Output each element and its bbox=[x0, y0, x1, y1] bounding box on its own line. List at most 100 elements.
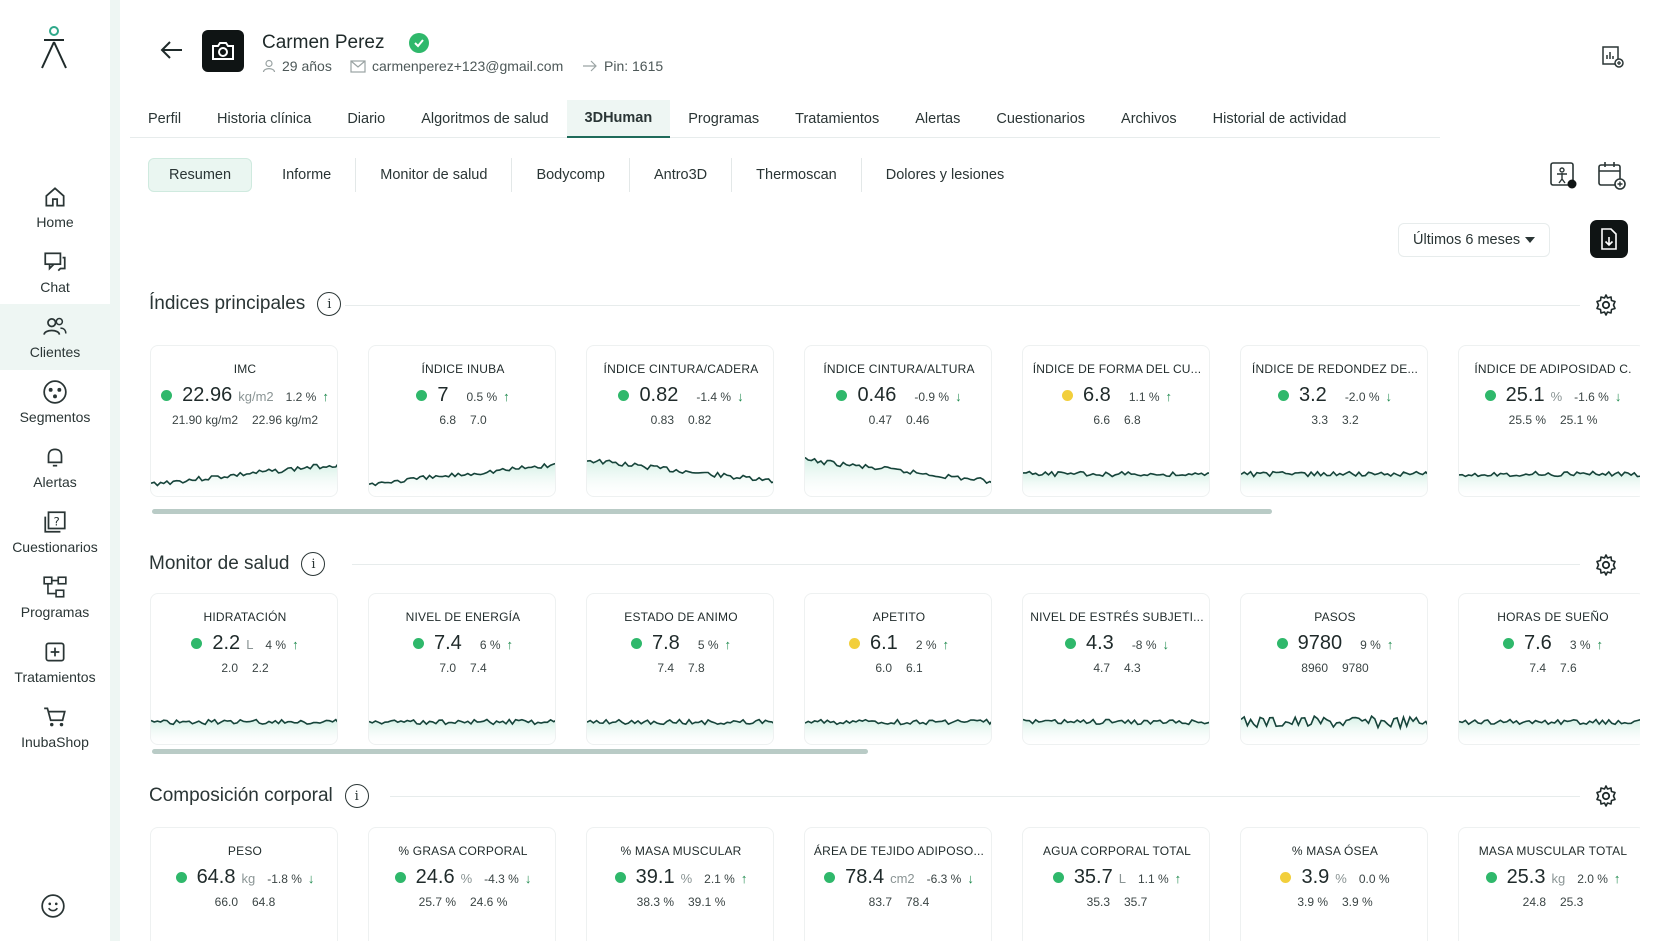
metric-compare: 0.83 0.82 bbox=[587, 413, 773, 427]
date-range-select[interactable]: Últimos 6 meses bbox=[1398, 223, 1550, 257]
metric-card[interactable]: ÍNDICE CINTURA/CADERA 0.82 -1.4 % ↓ 0.83 0.82 bbox=[586, 345, 774, 497]
sidebar-item-tratamientos[interactable]: Tratamientos bbox=[0, 629, 110, 695]
metric-card[interactable]: NIVEL DE ESTRÉS SUBJETI... 4.3 -8 % ↓ 4.7 4.3 bbox=[1022, 593, 1210, 745]
body-scan-icon[interactable] bbox=[1548, 160, 1578, 190]
metric-previous: 6.0 bbox=[875, 661, 892, 675]
settings-gear-icon[interactable] bbox=[1594, 784, 1618, 808]
metric-previous: 0.83 bbox=[650, 413, 674, 427]
horizontal-scrollbar[interactable] bbox=[152, 749, 868, 754]
metric-change: 3 % bbox=[1569, 638, 1591, 652]
metric-previous: 21.90 kg/m2 bbox=[171, 413, 238, 427]
metric-previous: 3.9 % bbox=[1297, 895, 1328, 909]
subtab-antro3d[interactable]: Antro3D bbox=[630, 158, 733, 192]
tab-tratamientos[interactable]: Tratamientos bbox=[795, 111, 880, 127]
section-divider bbox=[345, 305, 1580, 306]
metric-card[interactable]: % MASA MUSCULAR 39.1% 2.1 % ↑ 38.3 % 39.1 % bbox=[586, 827, 774, 941]
metric-card[interactable]: ÍNDICE INUBA 7 0.5 % ↑ 6.8 7.0 bbox=[368, 345, 556, 497]
sidebar-item-inubashop[interactable]: InubaShop bbox=[0, 694, 110, 760]
metric-previous: 25.7 % bbox=[418, 895, 456, 909]
subtab-informe[interactable]: Informe bbox=[258, 158, 357, 192]
info-icon[interactable]: i bbox=[301, 552, 326, 576]
arrow-down-icon: ↓ bbox=[955, 389, 962, 404]
sidebar-item-segmentos[interactable]: Segmentos bbox=[0, 369, 110, 435]
arrow-up-icon: ↑ bbox=[503, 389, 510, 404]
settings-gear-icon[interactable] bbox=[1594, 553, 1618, 577]
sparkline-chart bbox=[369, 928, 556, 941]
metric-compare: 6.8 7.0 bbox=[369, 413, 555, 427]
tab-algoritmos-de-salud[interactable]: Algoritmos de salud bbox=[421, 111, 549, 127]
arrow-up-icon: ↑ bbox=[292, 637, 299, 652]
metric-card[interactable]: % GRASA CORPORAL 24.6% -4.3 % ↓ 25.7 % 24.6 % bbox=[368, 827, 556, 941]
metric-main: 6.1 2 % ↑ bbox=[805, 632, 991, 655]
settings-gear-icon[interactable] bbox=[1594, 293, 1618, 317]
metric-previous: 83.7 bbox=[868, 895, 892, 909]
arrow-down-icon: ↓ bbox=[737, 389, 744, 404]
metric-title: % MASA MUSCULAR bbox=[620, 844, 742, 858]
metric-card[interactable]: IMC 22.96 kg/m2 1.2 % ↑ 21.90 kg/m2 22.96 kg/m… bbox=[150, 345, 338, 497]
info-icon[interactable]: i bbox=[344, 784, 369, 808]
subtab-dolores-y-lesiones[interactable]: Dolores y lesiones bbox=[885, 167, 1005, 183]
metric-card[interactable]: AGUA CORPORAL TOTAL 35.7 L 1.1 % ↑ 35.3 35.7 bbox=[1022, 827, 1210, 941]
metric-card[interactable]: % MASA ÓSEA 3.9% 0.0 % 3.9 % 3.9 % bbox=[1240, 827, 1428, 941]
sparkline-area bbox=[151, 464, 337, 496]
metric-previous: 25.5 % bbox=[1508, 413, 1546, 427]
tab-historial-de-actividad[interactable]: Historial de actividad bbox=[1212, 111, 1347, 127]
tab-programas[interactable]: Programas bbox=[688, 111, 760, 127]
metric-card[interactable]: APETITO 6.1 2 % ↑ 6.0 6.1 bbox=[804, 593, 992, 745]
sidebar-item-home[interactable]: Home bbox=[0, 174, 110, 240]
metric-card[interactable]: ÍNDICE DE ADIPOSIDAD C. 25.1% -1.6 % ↓ 25.5 … bbox=[1458, 345, 1640, 497]
metric-card[interactable]: ÍNDICE CINTURA/ALTURA 0.46 -0.9 % ↓ 0.47 0.46 bbox=[804, 345, 992, 497]
metric-change: -8 % bbox=[1131, 638, 1157, 652]
avatar[interactable] bbox=[202, 30, 244, 72]
metric-change: 6 % bbox=[479, 638, 501, 652]
subtab-thermoscan[interactable]: Thermoscan bbox=[732, 158, 862, 192]
metric-card[interactable]: NIVEL DE ENERGÍA 7.4 6 % ↑ 7.0 7.4 bbox=[368, 593, 556, 745]
horizontal-scrollbar[interactable] bbox=[152, 509, 1272, 514]
metric-card[interactable]: HORAS DE SUEÑO 7.6 3 % ↑ 7.4 7.6 bbox=[1458, 593, 1640, 745]
metric-card[interactable]: HIDRATACIÓN 2.2 L 4 % ↑ 2.0 2.2 bbox=[150, 593, 338, 745]
status-dot-icon bbox=[1503, 638, 1514, 649]
sparkline-chart bbox=[1459, 928, 1640, 941]
metric-card[interactable]: PASOS 9780 9 % ↑ 8960 9780 bbox=[1240, 593, 1428, 745]
report-add-icon[interactable] bbox=[1600, 44, 1624, 68]
tab-perfil[interactable]: Perfil bbox=[148, 111, 182, 127]
calendar-add-icon[interactable] bbox=[1596, 160, 1626, 190]
smiley-icon[interactable] bbox=[40, 893, 66, 919]
metric-current: 0.46 bbox=[906, 413, 930, 427]
sidebar-item-cuestionarios[interactable]: ? Cuestionarios bbox=[0, 499, 110, 565]
metric-compare: 25.7 % 24.6 % bbox=[369, 895, 555, 909]
sidebar-item-chat[interactable]: Chat bbox=[0, 239, 110, 305]
metric-value: 3.2 bbox=[1299, 384, 1327, 406]
sparkline-chart bbox=[1241, 714, 1427, 744]
metric-card[interactable]: ÍNDICE DE REDONDEZ DE... 3.2 -2.0 % ↓ 3.3 3.2 bbox=[1240, 345, 1428, 497]
metric-main: 0.46 -0.9 % ↓ bbox=[805, 384, 991, 407]
tab-archivos[interactable]: Archivos bbox=[1121, 111, 1177, 127]
subtab-monitor-de-salud[interactable]: Monitor de salud bbox=[356, 158, 513, 192]
tab-diario[interactable]: Diario bbox=[347, 111, 386, 127]
metric-change: -4.3 % bbox=[484, 872, 519, 886]
status-dot-icon bbox=[161, 390, 173, 401]
export-button[interactable] bbox=[1590, 220, 1628, 258]
metric-main: 9780 9 % ↑ bbox=[1241, 632, 1427, 655]
arrow-up-icon: ↑ bbox=[1174, 871, 1182, 886]
tab-cuestionarios[interactable]: Cuestionarios bbox=[996, 111, 1086, 127]
metric-card[interactable]: MASA MUSCULAR TOTAL 25.3 kg 2.0 % ↑ 24.8 25.3 bbox=[1458, 827, 1640, 941]
tab-alertas[interactable]: Alertas bbox=[915, 111, 961, 127]
sidebar-item-alertas[interactable]: Alertas bbox=[0, 434, 110, 500]
sparkline-area bbox=[587, 719, 773, 744]
subtab-resumen[interactable]: Resumen bbox=[148, 158, 253, 192]
tab-3dhuman[interactable]: 3DHuman bbox=[566, 100, 671, 138]
metric-card[interactable]: ESTADO DE ANIMO 7.8 5 % ↑ 7.4 7.8 bbox=[586, 593, 774, 745]
metric-current: 3.2 bbox=[1342, 413, 1359, 427]
tab-historia-clínica[interactable]: Historia clínica bbox=[217, 111, 312, 127]
sidebar-item-programas[interactable]: Programas bbox=[0, 564, 110, 630]
metric-value: 25.3 bbox=[1506, 866, 1546, 888]
info-icon[interactable]: i bbox=[317, 292, 342, 316]
metric-card[interactable]: ÁREA DE TEJIDO ADIPOSO... 78.4 cm2 -6.3 % ↓ 8… bbox=[804, 827, 992, 941]
metric-current: 24.6 % bbox=[470, 895, 508, 909]
metric-card[interactable]: PESO 64.8 kg -1.8 % ↓ 66.0 64.8 bbox=[150, 827, 338, 941]
sidebar-item-clientes[interactable]: Clientes bbox=[0, 304, 110, 370]
back-arrow-icon[interactable] bbox=[158, 38, 184, 62]
subtab-bodycomp[interactable]: Bodycomp bbox=[512, 158, 630, 192]
metric-card[interactable]: ÍNDICE DE FORMA DEL CU... 6.8 1.1 % ↑ 6.6 6.8 bbox=[1022, 345, 1210, 497]
